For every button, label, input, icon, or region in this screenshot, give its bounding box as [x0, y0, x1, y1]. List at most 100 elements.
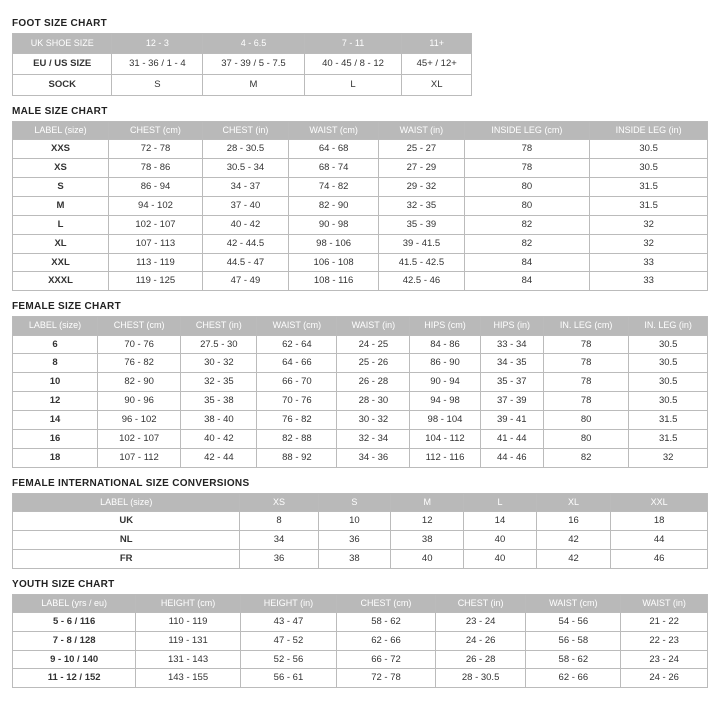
youth-size-title: YOUTH SIZE CHART [12, 579, 708, 590]
cell: 40 - 42 [202, 215, 288, 234]
youth-body: 5 - 6 / 116110 - 11943 - 4758 - 6223 - 2… [13, 612, 708, 688]
column-header: IN. LEG (cm) [543, 317, 629, 335]
cell: 31 - 36 / 1 - 4 [112, 54, 203, 75]
cell: 42.5 - 46 [379, 272, 464, 291]
cell: 86 - 94 [109, 178, 203, 197]
cell: 56 - 61 [240, 669, 336, 688]
cell: 14 [464, 511, 537, 530]
cell: 35 - 39 [379, 215, 464, 234]
column-header: IN. LEG (in) [629, 317, 708, 335]
cell: 39 - 41 [480, 411, 543, 430]
youth-header-row: LABEL (yrs / eu)HEIGHT (cm)HEIGHT (in)CH… [13, 594, 708, 612]
cell: 23 - 24 [435, 612, 526, 631]
table-row: 18107 - 11242 - 4488 - 9234 - 36112 - 11… [13, 448, 708, 467]
cell: 30.5 [629, 373, 708, 392]
table-row: 16102 - 10740 - 4282 - 8832 - 34104 - 11… [13, 429, 708, 448]
cell: 96 - 102 [98, 411, 181, 430]
cell: M [203, 75, 304, 96]
cell: 78 [464, 159, 590, 178]
column-header: 12 - 3 [112, 34, 203, 54]
cell: 44.5 - 47 [202, 253, 288, 272]
cell: 82 [464, 234, 590, 253]
row-label: 9 - 10 / 140 [13, 650, 136, 669]
cell: 35 - 37 [480, 373, 543, 392]
cell: 90 - 94 [410, 373, 480, 392]
row-label: UK [13, 511, 240, 530]
cell: 62 - 66 [526, 669, 621, 688]
cell: 78 [543, 392, 629, 411]
cell: 24 - 26 [435, 631, 526, 650]
cell: 41 - 44 [480, 429, 543, 448]
cell: 41.5 - 42.5 [379, 253, 464, 272]
cell: 40 - 42 [181, 429, 257, 448]
cell: S [112, 75, 203, 96]
cell: 82 [543, 448, 629, 467]
cell: 34 [240, 530, 318, 549]
cell: 86 - 90 [410, 354, 480, 373]
cell: 36 [318, 530, 391, 549]
cell: 32 [629, 448, 708, 467]
cell: 54 - 56 [526, 612, 621, 631]
cell: 39 - 41.5 [379, 234, 464, 253]
column-header: CHEST (cm) [98, 317, 181, 335]
cell: 30.5 [629, 354, 708, 373]
cell: 58 - 62 [526, 650, 621, 669]
cell: 102 - 107 [109, 215, 203, 234]
cell: 82 - 88 [257, 429, 337, 448]
column-header: CHEST (in) [435, 594, 526, 612]
cell: 21 - 22 [621, 612, 708, 631]
row-label: M [13, 196, 109, 215]
cell: XL [402, 75, 472, 96]
cell: 37 - 39 [480, 392, 543, 411]
cell: 70 - 76 [98, 335, 181, 354]
row-label: S [13, 178, 109, 197]
cell: 46 [611, 549, 708, 568]
intl-body: UK81012141618NL343638404244FR36384040424… [13, 511, 708, 568]
cell: 76 - 82 [257, 411, 337, 430]
cell: 27.5 - 30 [181, 335, 257, 354]
cell: 42 [536, 530, 610, 549]
column-header: 11+ [402, 34, 472, 54]
table-row: 9 - 10 / 140131 - 14352 - 5666 - 7226 - … [13, 650, 708, 669]
cell: 37 - 39 / 5 - 7.5 [203, 54, 304, 75]
cell: 82 - 90 [98, 373, 181, 392]
cell: 31.5 [629, 429, 708, 448]
female-body: 670 - 7627.5 - 3062 - 6424 - 2584 - 8633… [13, 335, 708, 467]
cell: 131 - 143 [136, 650, 241, 669]
row-label: 5 - 6 / 116 [13, 612, 136, 631]
table-row: FR363840404246 [13, 549, 708, 568]
cell: 18 [611, 511, 708, 530]
cell: 25 - 27 [379, 140, 464, 159]
youth-size-table: LABEL (yrs / eu)HEIGHT (cm)HEIGHT (in)CH… [12, 594, 708, 689]
cell: 90 - 96 [98, 392, 181, 411]
column-header: WAIST (in) [337, 317, 410, 335]
table-row: XXS72 - 7828 - 30.564 - 6825 - 277830.5 [13, 140, 708, 159]
cell: 40 [391, 549, 464, 568]
cell: 78 [464, 140, 590, 159]
cell: 94 - 98 [410, 392, 480, 411]
cell: 70 - 76 [257, 392, 337, 411]
table-row: 876 - 8230 - 3264 - 6625 - 2686 - 9034 -… [13, 354, 708, 373]
cell: 32 - 35 [181, 373, 257, 392]
row-label: 18 [13, 448, 98, 467]
cell: 80 [543, 429, 629, 448]
cell: 30.5 [629, 335, 708, 354]
cell: 94 - 102 [109, 196, 203, 215]
male-size-table: LABEL (size)CHEST (cm)CHEST (in)WAIST (c… [12, 121, 708, 291]
table-row: XS78 - 8630.5 - 3468 - 7427 - 297830.5 [13, 159, 708, 178]
cell: 16 [536, 511, 610, 530]
cell: 34 - 37 [202, 178, 288, 197]
row-label: 7 - 8 / 128 [13, 631, 136, 650]
cell: 62 - 64 [257, 335, 337, 354]
column-header: HEIGHT (cm) [136, 594, 241, 612]
cell: 26 - 28 [337, 373, 410, 392]
table-row: NL343638404244 [13, 530, 708, 549]
cell: 34 - 35 [480, 354, 543, 373]
row-label: XL [13, 234, 109, 253]
row-label: EU / US SIZE [13, 54, 112, 75]
cell: 110 - 119 [136, 612, 241, 631]
table-row: M94 - 10237 - 4082 - 9032 - 358031.5 [13, 196, 708, 215]
cell: 12 [391, 511, 464, 530]
row-label: 10 [13, 373, 98, 392]
table-row: S86 - 9434 - 3774 - 8229 - 328031.5 [13, 178, 708, 197]
